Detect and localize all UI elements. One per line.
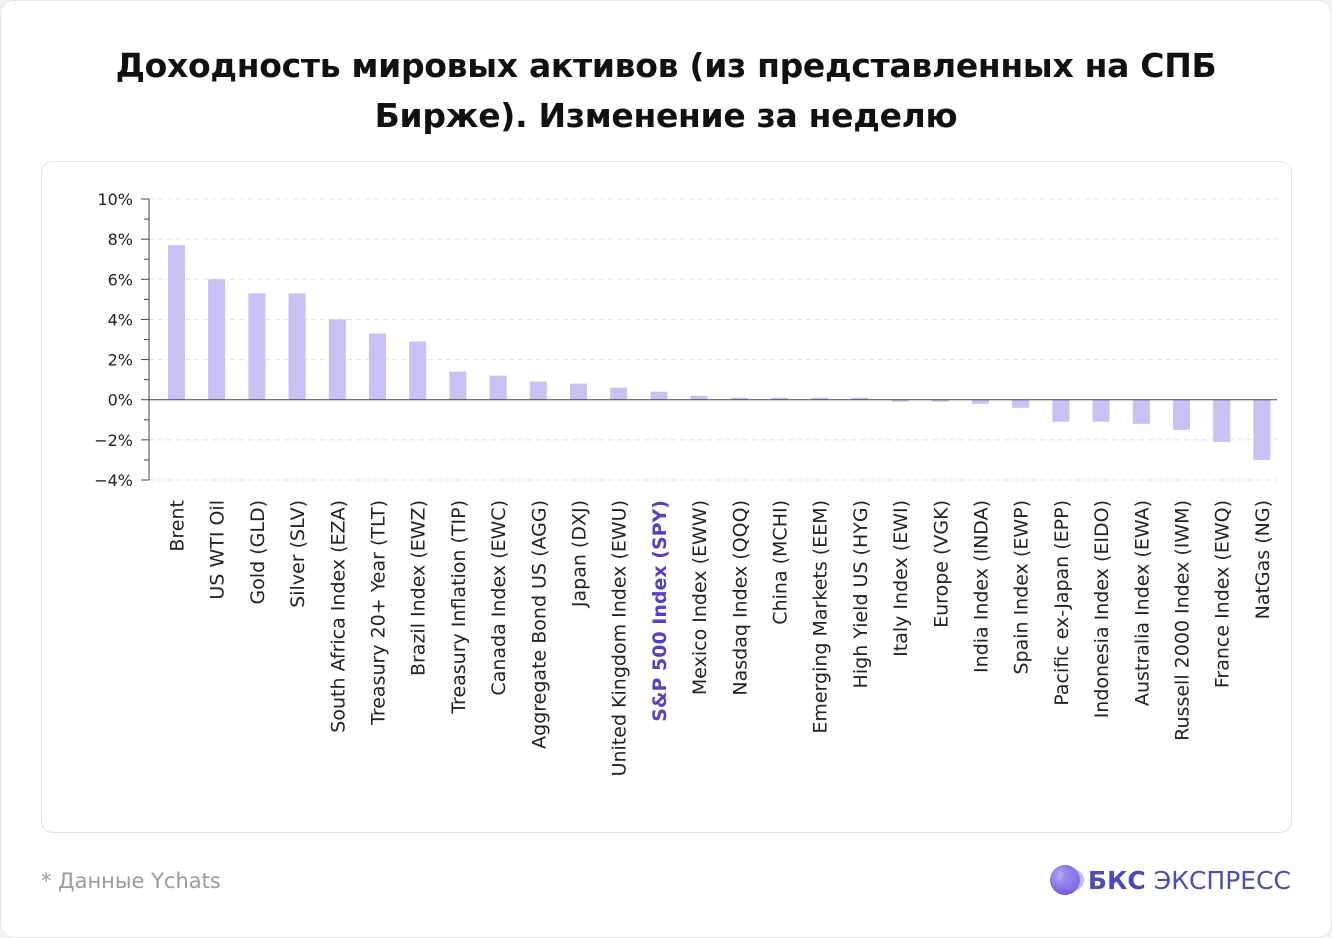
bar (650, 391, 668, 400)
x-category-label: Canada Index (EWC) (488, 500, 510, 696)
x-category-label: India Index (INDA) (971, 500, 993, 673)
x-category-label: Brent (167, 500, 189, 552)
bar (570, 383, 587, 400)
x-category-label: High Yield US (HYG) (850, 500, 872, 688)
x-category-label: Gold (GLD) (247, 500, 269, 605)
bar (610, 387, 628, 400)
x-category-label: US WTI Oil (207, 500, 229, 600)
bar (1253, 399, 1271, 460)
chart-title: Доходность мировых активов (из представл… (41, 41, 1291, 141)
bar-layer (168, 245, 1271, 460)
bar-chart: 10% 8% 6% 4% 2% 0% −2% −4% Brent US WTI Oil Gold … (94, 190, 1277, 776)
bar (771, 397, 788, 400)
bar (690, 395, 708, 400)
y-tick-label: −2% (94, 431, 133, 450)
y-tick-label: 4% (108, 310, 133, 329)
bar (288, 293, 306, 400)
bar (1012, 399, 1030, 408)
x-category-label: Silver (SLV) (287, 500, 309, 608)
chart-title-line1: Доходность мировых активов (из представл… (115, 46, 1217, 85)
brand-name-rest: ЭКСПРЕСС (1153, 865, 1291, 895)
x-category-label: Indonesia Index (EIDO) (1091, 500, 1113, 718)
chart-title-line2: Бирже). Изменение за неделю (374, 96, 958, 135)
y-tick-label: 0% (108, 391, 133, 410)
bar (248, 293, 266, 400)
bar (529, 381, 547, 400)
x-category-label: Europe (VGK) (930, 500, 952, 628)
bar (168, 245, 185, 400)
x-category-label: Pacific ex-Japan (EPP) (1051, 500, 1073, 706)
bar (851, 397, 869, 400)
y-tick-label: 10% (97, 190, 133, 209)
x-category-label: Treasury 20+ Year (TLT) (368, 500, 390, 726)
y-tick-label: 6% (108, 270, 133, 289)
x-category-label: Japan (DXJ) (569, 500, 591, 608)
x-category-label: Brazil Index (EWZ) (408, 500, 430, 676)
x-category-label: NatGas (NG) (1252, 500, 1274, 619)
x-category-label: Treasury Inflation (TIP) (448, 500, 470, 715)
x-category-label: South Africa Index (EZA) (327, 500, 349, 733)
label-layer: Brent US WTI Oil Gold (GLD) Silver (SLV) Sou… (167, 500, 1274, 776)
brand-name-bold: БКС (1087, 865, 1146, 895)
y-tick-label: 8% (108, 230, 133, 249)
bar (1092, 399, 1110, 422)
bar (972, 399, 989, 404)
x-category-label: Mexico Index (EWW) (689, 500, 711, 695)
grid-layer (149, 198, 1277, 481)
bar (328, 319, 346, 400)
bar (409, 341, 427, 400)
y-tick-label: −4% (94, 471, 133, 490)
x-category-label: United Kingdom Index (EWU) (609, 500, 631, 776)
x-category-label: Australia Index (EWA) (1131, 500, 1153, 706)
y-tick-label: 2% (108, 351, 133, 370)
x-category-label: Nasdaq Index (QQQ) (729, 500, 751, 696)
x-category-label: Russell 2000 Index (IWM) (1172, 500, 1194, 741)
x-category-label: S&P 500 Index (SPY) (649, 500, 671, 722)
bar (1052, 399, 1070, 422)
x-category-label: France Index (EWQ) (1212, 500, 1234, 688)
x-category-label: China (MCHI) (770, 500, 792, 625)
bar (369, 333, 386, 400)
brand-logo-icon (1049, 865, 1084, 895)
chart-card: 10% 8% 6% 4% 2% 0% −2% −4% Brent US WTI Oil Gold … (41, 161, 1292, 833)
x-category-label: Spain Index (EWP) (1011, 500, 1033, 675)
bar (891, 399, 909, 402)
bar (1132, 399, 1150, 424)
bar (1173, 399, 1190, 430)
bar (1213, 399, 1231, 442)
x-category-label: Aggregate Bond US (AGG) (528, 500, 550, 749)
bar (208, 279, 226, 400)
brand-logo-block: БКС ЭКСПРЕСС (1049, 865, 1291, 895)
data-source-note: * Данные Ychats (41, 869, 221, 893)
x-category-label: Italy Index (EWI) (890, 500, 912, 657)
bar (489, 375, 507, 400)
x-category-label: Emerging Markets (EEM) (810, 500, 832, 734)
bar (931, 399, 949, 402)
bar (811, 397, 829, 400)
bar (730, 397, 748, 400)
bar (449, 371, 467, 400)
axis-layer: 10% 8% 6% 4% 2% 0% −2% −4% (94, 190, 1277, 490)
